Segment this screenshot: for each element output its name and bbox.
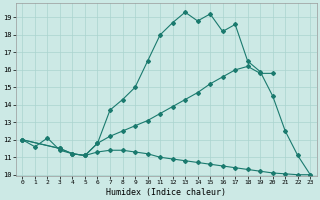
X-axis label: Humidex (Indice chaleur): Humidex (Indice chaleur) [106, 188, 226, 197]
